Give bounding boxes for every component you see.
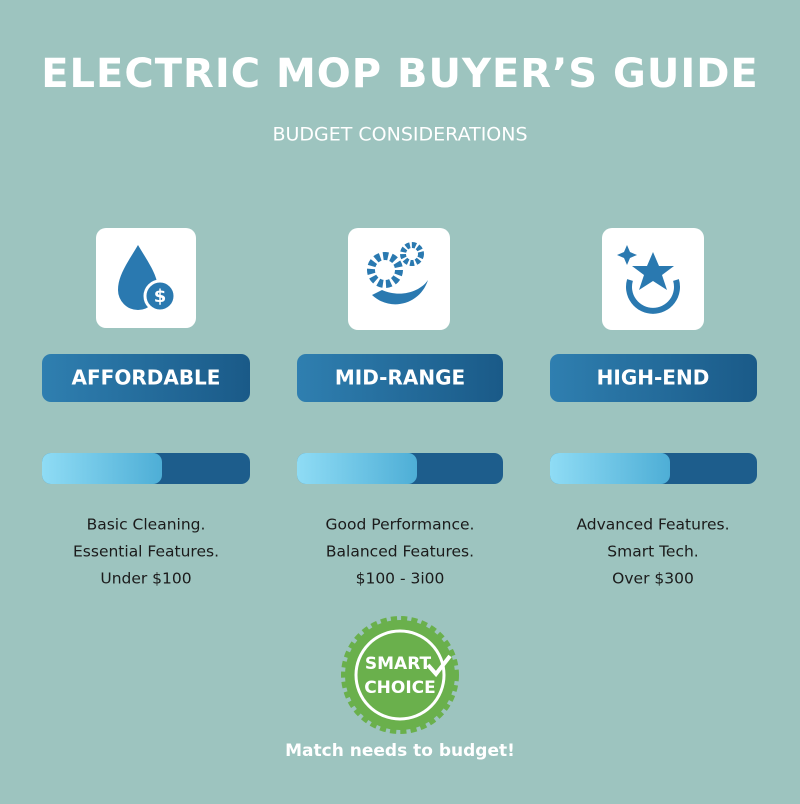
tier-line: Over $300 [612, 570, 694, 588]
badge: SMART CHOICE [341, 616, 459, 734]
tier-line: $100 - 3i00 [356, 570, 445, 588]
tier-line: Good Performance. [326, 516, 475, 534]
badge-text: SMART [365, 654, 432, 674]
tier-pill [42, 354, 250, 402]
tier-label: AFFORDABLE [72, 366, 221, 390]
tier-line: Essential Features. [73, 543, 219, 561]
tier-pill [550, 354, 757, 402]
badge-text: CHOICE [364, 678, 436, 698]
svg-text:$: $ [154, 286, 167, 307]
tier-line: Balanced Features. [326, 543, 474, 561]
tier-pill [297, 354, 503, 402]
level-bar [42, 453, 757, 484]
tier-line: Basic Cleaning. [87, 516, 206, 534]
tier-line: Smart Tech. [607, 543, 698, 561]
tier-label: MID-RANGE [335, 366, 465, 390]
title: ELECTRIC MOP BUYER’S GUIDE [41, 51, 759, 97]
tier-line: Under $100 [100, 570, 191, 588]
tier-line: Advanced Features. [576, 516, 729, 534]
icon-high-end [602, 228, 704, 330]
footer: Match needs to budget! [285, 741, 515, 761]
tier-label: HIGH-END [597, 366, 710, 390]
icon-mid-range [348, 228, 450, 330]
subtitle: BUDGET CONSIDERATIONS [272, 124, 527, 146]
icon-affordable: $ [96, 228, 196, 328]
